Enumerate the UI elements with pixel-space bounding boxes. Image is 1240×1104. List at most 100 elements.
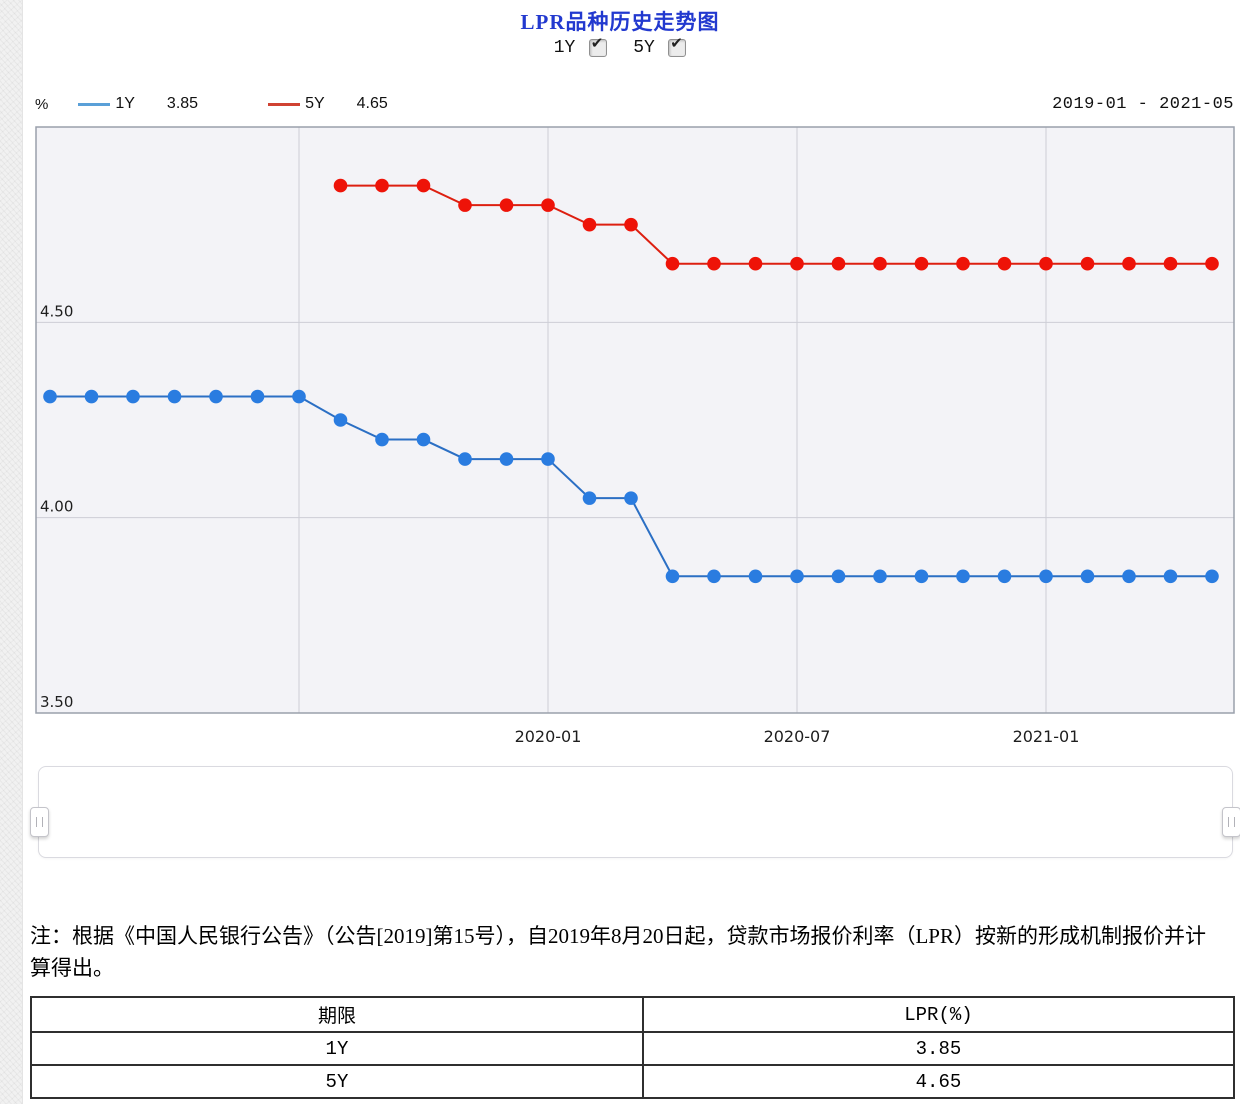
series-toggle-row: 1Y ✔ 5Y ✔ bbox=[0, 35, 1240, 58]
data-point-5Y bbox=[582, 217, 597, 232]
x-tick-label: 2020-01 bbox=[515, 727, 582, 746]
legend-swatch-5y-icon bbox=[268, 102, 301, 106]
data-point-1Y bbox=[997, 569, 1012, 584]
data-point-1Y bbox=[458, 452, 472, 466]
data-point-1Y bbox=[416, 432, 431, 447]
data-point-5Y bbox=[1080, 256, 1095, 271]
page-edge-texture bbox=[0, 0, 23, 1104]
legend-value-1y: 3.85 bbox=[166, 95, 199, 112]
data-point-1Y bbox=[1205, 569, 1219, 584]
table-header-row: 期限 LPR(%) bbox=[30, 996, 1236, 1033]
legend-label-1y: 1Y bbox=[115, 95, 135, 112]
data-point-1Y bbox=[707, 569, 721, 584]
data-point-5Y bbox=[748, 256, 763, 271]
plot-border bbox=[35, 126, 1235, 714]
data-point-1Y bbox=[250, 389, 265, 404]
toggle-1y: 1Y ✔ bbox=[553, 35, 607, 58]
data-point-5Y bbox=[375, 178, 389, 193]
grip-icon bbox=[36, 817, 43, 827]
data-point-1Y bbox=[1080, 569, 1095, 584]
toggle-5y-checkbox[interactable]: ✔ bbox=[668, 35, 687, 57]
data-point-5Y bbox=[333, 178, 348, 193]
footnote: 注：根据《中国人民银行公告》（公告[2019]第15号），自2019年8月20日… bbox=[30, 924, 1206, 980]
table-cell-lpr-1y: 3.85 bbox=[641, 1031, 1236, 1066]
table-cell-term-1y: 1Y bbox=[30, 1031, 644, 1066]
table-row: 5Y 4.65 bbox=[30, 1064, 1236, 1099]
data-point-5Y bbox=[1205, 256, 1219, 271]
data-point-5Y bbox=[707, 256, 721, 271]
data-point-5Y bbox=[873, 256, 887, 271]
data-point-1Y bbox=[499, 452, 514, 466]
data-point-1Y bbox=[873, 569, 887, 584]
data-point-5Y bbox=[416, 178, 431, 193]
range-slider[interactable] bbox=[30, 766, 1240, 858]
legend-swatch-1y-icon bbox=[78, 102, 111, 106]
y-tick-label: 4.50 bbox=[40, 302, 73, 320]
range-slider-left-handle[interactable] bbox=[30, 807, 49, 837]
data-point-5Y bbox=[997, 256, 1012, 271]
data-point-5Y bbox=[1163, 256, 1178, 271]
toggle-1y-label: 1Y bbox=[553, 38, 576, 58]
data-point-1Y bbox=[1039, 569, 1053, 584]
data-point-1Y bbox=[43, 389, 57, 404]
lpr-chart-svg: 3.50 4.00 4.50 2020-01 2020-07 2021-01 bbox=[35, 126, 1235, 746]
data-point-5Y bbox=[914, 256, 929, 271]
table-header-lpr: LPR(%) bbox=[641, 996, 1236, 1033]
data-point-5Y bbox=[499, 198, 514, 212]
grip-icon bbox=[1228, 817, 1235, 827]
data-point-5Y bbox=[665, 256, 680, 271]
range-slider-right-handle[interactable] bbox=[1222, 807, 1240, 837]
series-line-5Y bbox=[340, 184, 1212, 265]
data-point-5Y bbox=[1122, 256, 1136, 271]
plot-background bbox=[36, 127, 1234, 713]
toggle-5y-label: 5Y bbox=[633, 38, 655, 58]
data-point-1Y bbox=[624, 491, 638, 505]
toggle-5y: 5Y ✔ bbox=[633, 35, 687, 58]
data-point-1Y bbox=[375, 432, 389, 447]
data-point-1Y bbox=[914, 569, 929, 584]
data-point-1Y bbox=[831, 569, 846, 584]
table-cell-lpr-5y: 4.65 bbox=[641, 1064, 1236, 1099]
y-tick-label: 4.00 bbox=[40, 498, 73, 516]
data-point-5Y bbox=[624, 217, 638, 232]
y-axis-unit-label: % bbox=[35, 95, 49, 113]
lpr-table: 期限 LPR(%) 1Y 3.85 5Y 4.65 bbox=[30, 996, 1236, 1099]
legend-label-5y: 5Y bbox=[305, 95, 325, 112]
data-point-1Y bbox=[790, 569, 804, 584]
data-point-1Y bbox=[748, 569, 763, 584]
data-point-1Y bbox=[84, 389, 99, 404]
data-point-1Y bbox=[126, 389, 140, 404]
data-point-1Y bbox=[292, 389, 306, 404]
legend-value-5y: 4.65 bbox=[356, 95, 388, 112]
data-point-5Y bbox=[790, 256, 804, 271]
chart-legend: % 1Y 3.85 5Y 4.65 2019-01 - 2021-05 bbox=[28, 92, 1234, 116]
data-point-5Y bbox=[541, 198, 555, 212]
table-header-term: 期限 bbox=[30, 996, 644, 1033]
data-point-5Y bbox=[458, 198, 472, 212]
data-point-1Y bbox=[167, 389, 182, 404]
check-icon: ✔ bbox=[590, 35, 604, 52]
data-point-5Y bbox=[1039, 256, 1053, 271]
data-point-1Y bbox=[541, 452, 555, 466]
x-tick-label: 2020-07 bbox=[764, 727, 831, 746]
data-point-1Y bbox=[333, 413, 348, 427]
data-point-1Y bbox=[1122, 569, 1136, 584]
table-cell-term-5y: 5Y bbox=[30, 1064, 644, 1099]
data-point-1Y bbox=[209, 389, 223, 404]
data-point-1Y bbox=[1163, 569, 1178, 584]
table-row: 1Y 3.85 bbox=[30, 1031, 1236, 1066]
date-range-label: 2019-01 - 2021-05 bbox=[1052, 94, 1234, 114]
legend-item-1y: 1Y 3.85 bbox=[78, 95, 198, 113]
data-point-1Y bbox=[665, 569, 680, 584]
toggle-1y-checkbox[interactable]: ✔ bbox=[588, 35, 607, 57]
data-point-1Y bbox=[582, 491, 597, 505]
check-icon: ✔ bbox=[670, 35, 683, 52]
legend-item-5y: 5Y 4.65 bbox=[268, 95, 388, 113]
data-point-1Y bbox=[956, 569, 970, 584]
data-point-5Y bbox=[956, 256, 970, 271]
data-point-5Y bbox=[831, 256, 846, 271]
page-title: LPR品种历史走势图 bbox=[520, 10, 720, 34]
y-tick-label: 3.50 bbox=[40, 693, 73, 711]
chart-area: 3.50 4.00 4.50 2020-01 2020-07 2021-01 bbox=[28, 120, 1240, 765]
